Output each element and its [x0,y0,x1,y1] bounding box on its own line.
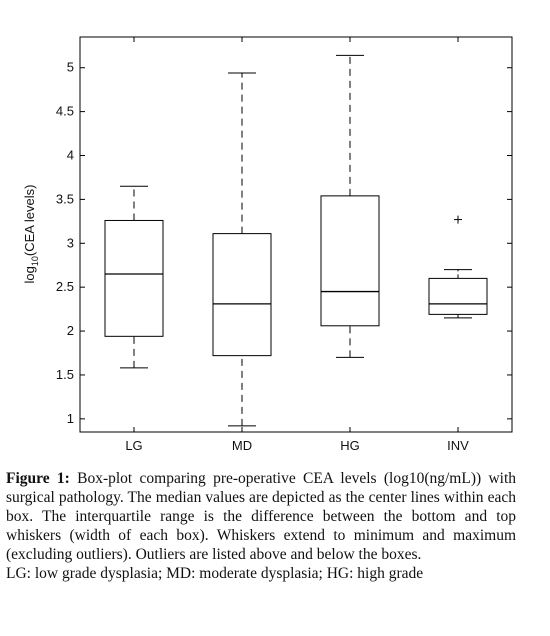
caption-paragraph-1: Figure 1: Box-plot comparing pre-operati… [6,469,516,564]
y-tick-label: 1.5 [56,367,74,382]
y-tick-label: 2.5 [56,279,74,294]
y-tick-label: 4.5 [56,104,74,119]
y-tick-label: 4 [67,148,74,163]
y-tick-label: 1 [67,411,74,426]
y-axis-ticks: 1 1.5 2 2.5 3 3.5 4 4.5 5 [56,60,512,426]
interquartile-box [104,219,164,337]
plot-area-frame [79,36,513,433]
y-tick-label: 3.5 [56,191,74,206]
y-tick-label: 5 [67,60,74,75]
x-tick-label: INV [447,438,469,453]
interquartile-box [212,233,272,357]
interquartile-box [428,277,488,315]
caption-text-1: Box-plot comparing pre-operative CEA lev… [6,470,516,563]
y-axis-label-subscript: 10 [30,256,40,266]
x-axis-ticks: LG MD HG INV [125,37,469,453]
y-axis-label: log10(CEA levels) [22,185,40,284]
y-axis-label-suffix: (CEA levels) [22,185,37,257]
figure-label: Figure 1: [6,470,70,487]
box-inv [428,215,488,319]
interquartile-box [320,195,380,327]
caption-paragraph-2: LG: low grade dysplasia; MD: moderate dy… [6,565,424,582]
box-series [104,54,488,427]
x-tick-label: LG [125,438,142,453]
box-hg [320,54,380,358]
box-md [212,72,272,427]
x-tick-label: HG [340,438,360,453]
y-axis-label-prefix: log [22,266,37,283]
y-tick-label: 2 [67,323,74,338]
y-tick-label: 3 [67,235,74,250]
box-plot-chart: 1 1.5 2 2.5 3 3.5 4 4.5 5 LG MD HG INV log10(CEA le… [22,36,513,453]
figure-caption: Figure 1: Box-plot comparing pre-operati… [6,469,516,583]
x-tick-label: MD [232,438,252,453]
box-lg [104,185,164,369]
